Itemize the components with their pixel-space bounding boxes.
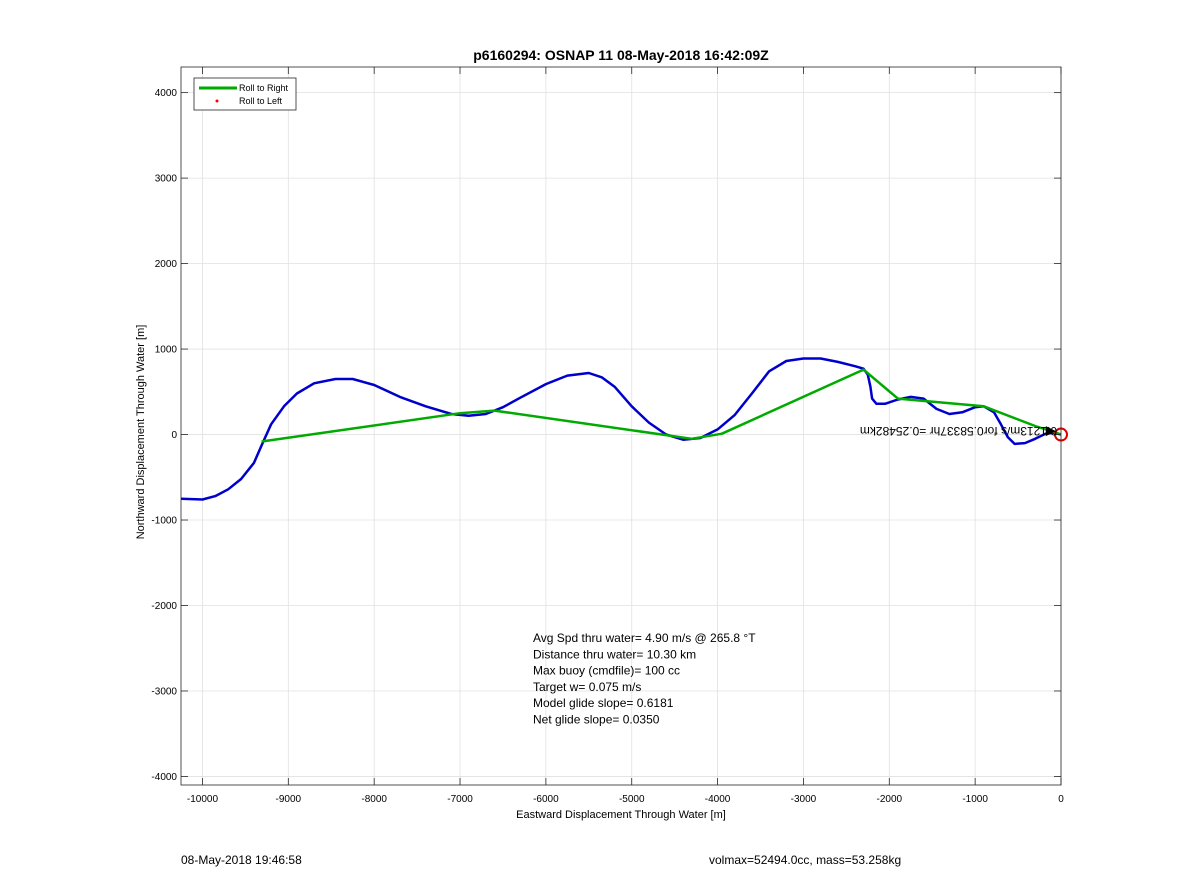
series-layer <box>181 357 1061 501</box>
footer-timestamp: 08-May-2018 19:46:58 <box>181 853 302 867</box>
y-tick-label: 0 <box>171 430 177 441</box>
y-tick-label: -4000 <box>151 772 177 783</box>
y-tick-label: 3000 <box>155 174 178 185</box>
legend-label-roll-right: Roll to Right <box>239 83 289 93</box>
y-tick-label: 2000 <box>155 259 178 270</box>
x-axis-label: Eastward Displacement Through Water [m] <box>516 809 726 821</box>
x-tick-label: -10000 <box>187 794 219 805</box>
x-tick-label: -2000 <box>877 794 903 805</box>
y-tick-label: -2000 <box>151 601 177 612</box>
legend-swatch-roll-left <box>215 99 219 103</box>
chart-title: p6160294: OSNAP 11 08-May-2018 16:42:09Z <box>473 47 769 63</box>
annotation-line: Net glide slope= 0.0350 <box>533 713 660 727</box>
annotation-line: Avg Spd thru water= 4.90 m/s @ 265.8 °T <box>533 631 756 645</box>
legend-label-roll-left: Roll to Left <box>239 96 283 106</box>
plot-frame <box>180 66 1062 786</box>
y-tick-label: 1000 <box>155 345 178 356</box>
y-tick-label: -3000 <box>151 686 177 697</box>
x-tick-label: -4000 <box>705 794 731 805</box>
x-tick-label: -5000 <box>619 794 645 805</box>
y-tick-label: 4000 <box>155 88 178 99</box>
legend: Roll to Right Roll to Left <box>193 77 297 111</box>
direction-arrow-marker <box>1045 426 1056 437</box>
x-tick-label: -3000 <box>791 794 817 805</box>
annotation-line: Target w= 0.075 m/s <box>533 680 641 694</box>
plot-background <box>181 67 1061 785</box>
x-axis-ticks: -10000 -9000 -8000 -7000 -6000 -5000 -4000 -300… <box>187 67 1064 805</box>
y-axis-ticks: -4000 -3000 -2000 -1000 0 1000 2000 3000 4000 <box>151 88 1061 783</box>
rotated-segment-annotation: 0.1213m/s for0.58337hr =0.25482km <box>860 424 1057 438</box>
legend-box <box>193 77 297 111</box>
trajectory-line-blue <box>181 357 1061 501</box>
annotation-line: Distance thru water= 10.30 km <box>533 647 696 661</box>
roll-to-right-line-green <box>261 368 1061 443</box>
x-tick-label: -6000 <box>533 794 559 805</box>
x-tick-label: -7000 <box>447 794 473 805</box>
y-axis-label: Northward Displacement Through Water [m] <box>135 325 147 540</box>
stats-annotation: Avg Spd thru water= 4.90 m/s @ 265.8 °T D… <box>533 631 756 727</box>
annotation-line: Max buoy (cmdfile)= 100 cc <box>533 664 680 678</box>
x-tick-label: -1000 <box>962 794 988 805</box>
y-tick-label: -1000 <box>151 516 177 527</box>
x-tick-label: 0 <box>1058 794 1064 805</box>
x-tick-label: -9000 <box>276 794 302 805</box>
footer-volmax-mass: volmax=52494.0cc, mass=53.258kg <box>709 853 902 867</box>
annotation-line: Model glide slope= 0.6181 <box>533 696 674 710</box>
x-tick-label: -8000 <box>361 794 387 805</box>
